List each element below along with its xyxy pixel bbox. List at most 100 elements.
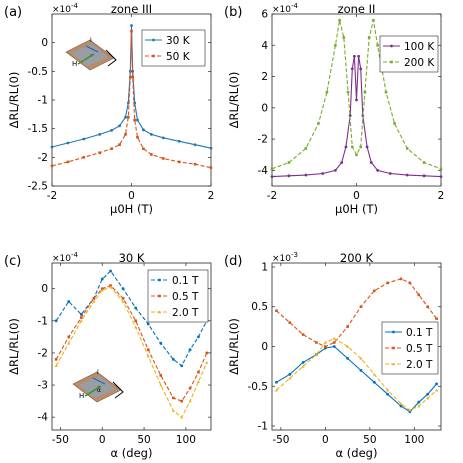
- data-point: [393, 122, 396, 125]
- data-point: [388, 172, 392, 175]
- data-point: [372, 372, 376, 376]
- data-point: [54, 364, 58, 367]
- data-point: [177, 139, 181, 143]
- current-arrow: [92, 377, 106, 385]
- data-point: [118, 124, 121, 128]
- axis-exponent: ×10-4: [52, 251, 79, 264]
- data-point: [134, 325, 138, 329]
- sample-inset-film: [79, 376, 115, 398]
- data-point: [386, 388, 390, 392]
- axis-exponent: ×10-3: [272, 251, 298, 264]
- x-tick-label: -2: [47, 190, 57, 202]
- data-point: [332, 336, 336, 340]
- data-point: [118, 143, 121, 147]
- data-point: [357, 54, 361, 58]
- x-tick-label: -50: [272, 434, 289, 446]
- data-point: [287, 174, 291, 178]
- data-point: [408, 281, 412, 285]
- series-2: [54, 284, 209, 403]
- sample-edge: [105, 49, 117, 67]
- data-point: [193, 162, 197, 166]
- data-point: [372, 380, 376, 384]
- data-point: [136, 118, 139, 122]
- data-point: [50, 145, 54, 149]
- data-point: [54, 358, 58, 361]
- axis-exponent-power: -4: [291, 2, 299, 10]
- sample-inset-film: [72, 44, 108, 66]
- data-point: [435, 382, 438, 386]
- chart-panel-3: -50 0 50 100 -4 -3 -2 -1 0 (c) 30 K ×10-4 α (deg) ΔRL…: [4, 251, 212, 460]
- current-arrow: [85, 45, 99, 53]
- legend-label: 2.0 T: [406, 359, 433, 371]
- y-tick-label: 2: [261, 71, 268, 83]
- data-point: [67, 335, 71, 339]
- data-point: [133, 118, 136, 122]
- data-point: [159, 383, 163, 387]
- legend-label: 0.5 T: [406, 343, 433, 355]
- series-1: [50, 24, 213, 150]
- legend: 100 K 200 K: [379, 35, 439, 73]
- data-point: [180, 364, 184, 368]
- data-point: [288, 372, 292, 376]
- legend-label: 30 K: [166, 35, 191, 47]
- y-tick-label: 0: [41, 37, 48, 49]
- data-point: [98, 151, 101, 155]
- data-point: [205, 360, 209, 364]
- panel-label: (d): [224, 254, 242, 269]
- data-point: [367, 36, 371, 39]
- y-tick-label: -2: [258, 134, 268, 146]
- axis-exponent: ×10-4: [272, 2, 299, 15]
- data-point: [342, 36, 346, 39]
- y-tick-label: -3: [38, 380, 48, 392]
- data-point: [130, 24, 133, 27]
- legend-marker: [152, 54, 155, 58]
- data-point: [359, 305, 363, 309]
- legend-marker: [158, 278, 161, 282]
- panel-label: (b): [224, 5, 242, 20]
- data-point: [130, 29, 133, 33]
- data-point: [79, 312, 83, 316]
- x-tick-label: 0: [128, 190, 135, 202]
- legend-label: 200 K: [404, 57, 435, 69]
- data-point: [149, 133, 153, 136]
- data-point: [67, 300, 71, 303]
- data-point: [121, 287, 125, 291]
- series-2: [50, 29, 213, 169]
- x-tick-label: 0: [353, 190, 360, 202]
- axis-exponent-power: -3: [291, 251, 298, 259]
- legend-label: 0.1 T: [172, 275, 199, 287]
- legend-box: [379, 35, 439, 73]
- axis-exponent-power: -4: [71, 251, 79, 259]
- legend-label: 50 K: [166, 51, 191, 63]
- data-point: [142, 147, 145, 151]
- y-tick-label: -2.5: [28, 181, 49, 193]
- data-point: [372, 18, 375, 22]
- data-point: [288, 376, 292, 380]
- data-point: [346, 325, 349, 328]
- data-point: [50, 164, 54, 168]
- data-point: [196, 380, 201, 384]
- data-point: [435, 317, 438, 320]
- data-point: [100, 277, 104, 281]
- data-point: [417, 293, 421, 297]
- data-point: [146, 348, 150, 352]
- data-point: [150, 153, 153, 156]
- data-point: [134, 306, 138, 310]
- current-label: I: [97, 369, 99, 376]
- panel-label: (a): [4, 5, 22, 20]
- data-point: [422, 174, 426, 178]
- legend-marker: [391, 362, 396, 366]
- data-point: [369, 161, 373, 164]
- data-point: [161, 136, 165, 140]
- data-point: [136, 135, 139, 139]
- data-point: [275, 380, 278, 384]
- data-point: [82, 137, 86, 141]
- data-point: [314, 352, 319, 356]
- data-point: [346, 90, 350, 94]
- data-point: [142, 128, 145, 132]
- data-point: [100, 288, 104, 292]
- series-1: [275, 345, 438, 414]
- data-point: [426, 305, 429, 309]
- data-point: [287, 161, 291, 164]
- data-point: [417, 400, 421, 404]
